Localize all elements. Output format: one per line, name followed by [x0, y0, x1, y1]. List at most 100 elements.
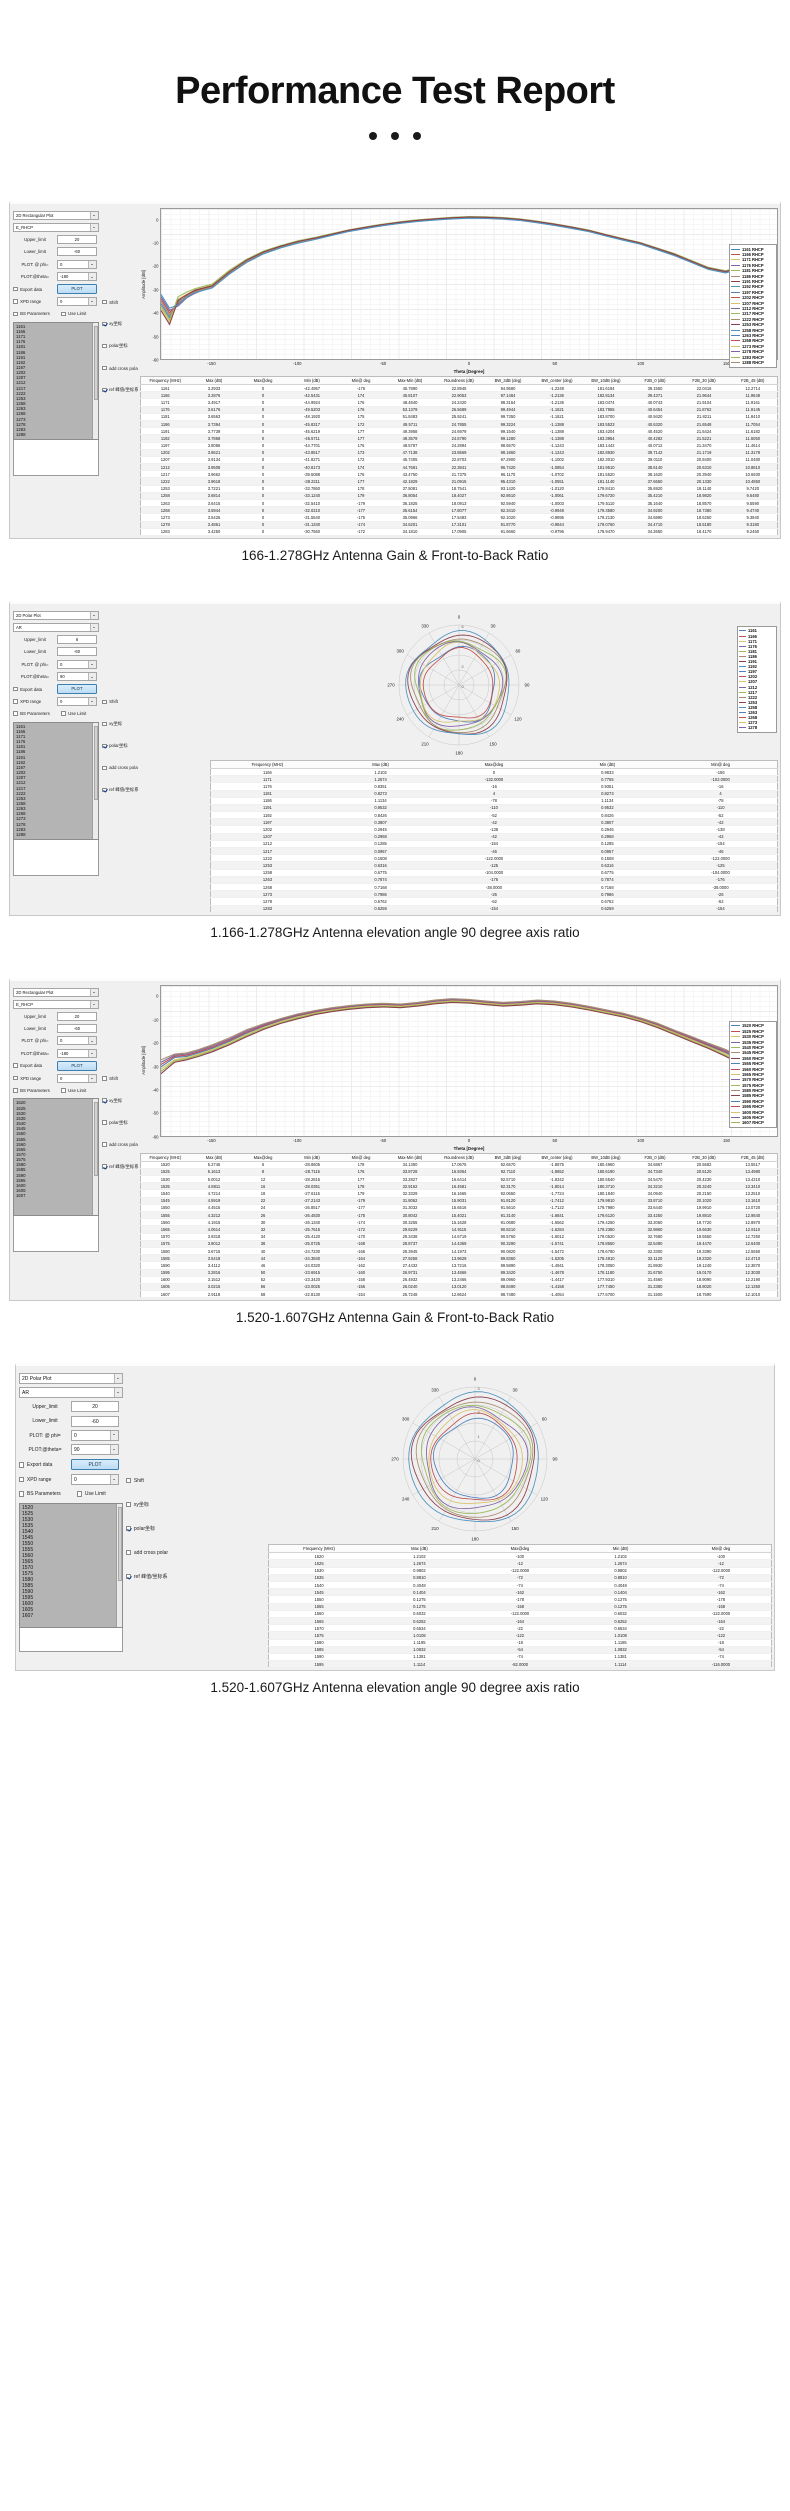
list-item[interactable]: 1288	[16, 432, 98, 438]
table-row[interactable]: 1540 0.4048 -74 0.4048 -74	[268, 1581, 772, 1590]
list-item[interactable]: 1550	[16, 1131, 98, 1137]
frequency-listbox-4[interactable]: 1520 1525 1530 1535 1540 1545 1550 1555 …	[19, 1502, 123, 1628]
shift-checkbox[interactable]: Shift	[102, 1073, 138, 1085]
table-row[interactable]: 1176 0.9351 -16 0.9351 -16	[210, 782, 778, 791]
list-item[interactable]: 1263	[16, 406, 98, 412]
table-row[interactable]: 1263 3.6415 0 -32.5410 -179 36.1825 18.0913 92.…	[140, 499, 778, 508]
list-item[interactable]: 1253	[16, 795, 98, 802]
list-item[interactable]: 1605	[22, 1606, 122, 1613]
list-item[interactable]: 1607	[16, 1193, 98, 1199]
list-item[interactable]: 1186	[16, 349, 98, 355]
frequency-list-2[interactable]: 1161 1166 1171 1176 1181 1186 1191 1192 …	[14, 723, 98, 838]
export-data-checkbox[interactable]: Export data	[13, 687, 57, 692]
phi-dropdown[interactable]: 0	[71, 1430, 119, 1442]
plot-canvas-3[interactable]	[160, 984, 778, 1137]
lower-limit-input[interactable]: -60	[57, 247, 97, 257]
table-row[interactable]: 1217 0.0957 -46 0.0957 -46	[210, 847, 778, 856]
list-item[interactable]: 1595	[16, 1177, 98, 1183]
plot-canvas-1[interactable]	[160, 208, 778, 360]
xpd-dropdown[interactable]: 0	[57, 296, 97, 306]
plot-button[interactable]: PLOT	[57, 684, 97, 694]
lower-limit-input[interactable]: -60	[71, 1415, 119, 1427]
checkbox-icon[interactable]	[102, 1142, 107, 1147]
table-row[interactable]: 1181 3.6563 0 -48.1920 175 51.8483 25.9241 99.7…	[140, 413, 778, 421]
table-row[interactable]: 1176 3.6176 0 -49.5203 176 53.1379 26.5689 99.4…	[140, 406, 778, 414]
checkbox-icon[interactable]	[102, 343, 107, 349]
use-limit-checkbox[interactable]: Use Limit	[77, 1491, 106, 1497]
list-item[interactable]: 1600	[22, 1600, 122, 1607]
chevron-down-icon[interactable]	[90, 623, 98, 631]
polar-coord-checkbox[interactable]: polar坐标	[102, 740, 138, 752]
bs-parameters-checkbox[interactable]: BS Parameters	[13, 311, 61, 316]
plot-button[interactable]: PLOT	[71, 1459, 119, 1471]
table-row[interactable]: 1171 1.2674 -132.0000 0.7755 -102.0000	[210, 775, 778, 784]
list-item[interactable]: 1590	[16, 1172, 98, 1178]
list-item[interactable]: 1278	[16, 421, 98, 427]
plot-button[interactable]: PLOT	[57, 1061, 97, 1071]
cross-polar-checkbox[interactable]: add cross polar	[102, 362, 138, 374]
table-row[interactable]: 1590 3.4112 46 -24.0320 -162 27.4432 13.7216 89…	[140, 1261, 778, 1270]
scrollbar-thumb[interactable]	[93, 1102, 98, 1177]
chevron-down-icon[interactable]	[88, 273, 96, 281]
plot-type-dropdown-2[interactable]: 2D Polar Plot	[13, 610, 99, 620]
phi-dropdown[interactable]: 0	[57, 659, 97, 669]
table-row[interactable]: 1575 3.8012 38 -25.0725 -168 28.8737 14.4369 90…	[140, 1240, 778, 1248]
frequency-listbox-2[interactable]: 1161 1166 1171 1176 1181 1186 1191 1192 …	[13, 721, 99, 840]
chevron-down-icon[interactable]	[88, 297, 96, 305]
ref-peak-checkbox[interactable]: ref 峰值/坐标系	[102, 784, 138, 796]
checkbox-icon[interactable]	[126, 1574, 132, 1580]
table-row[interactable]: 1192 3.7868 0 -45.5711 177 49.3579 24.6790 99.1…	[140, 434, 778, 443]
results-table-2[interactable]: Frequency (MHz) Max (dB) Max@deg Min (dB) Mi…	[210, 759, 778, 913]
table-row[interactable]: 1207 0.2968 -42 0.2968 -42	[210, 833, 778, 841]
checkbox-icon[interactable]	[102, 1098, 107, 1103]
polar-coord-checkbox[interactable]: polar坐标	[102, 1117, 138, 1129]
checkbox-icon[interactable]	[13, 686, 18, 692]
listbox-scrollbar[interactable]	[92, 322, 98, 439]
list-item[interactable]: 1565	[22, 1558, 122, 1565]
list-item[interactable]: 1535	[16, 1115, 98, 1122]
list-item[interactable]: 1565	[16, 1146, 98, 1152]
list-item[interactable]: 1545	[22, 1534, 122, 1541]
phi-dropdown[interactable]: 0	[57, 1036, 97, 1046]
chevron-down-icon[interactable]	[110, 1431, 118, 1441]
chevron-down-icon[interactable]	[114, 1388, 122, 1398]
checkbox-icon[interactable]	[102, 765, 107, 771]
list-item[interactable]: 1192	[16, 359, 98, 365]
checkbox-icon[interactable]	[13, 311, 18, 317]
table-row[interactable]: 1181 0.8273 4 0.8273 4	[210, 790, 778, 798]
table-row[interactable]: 1585 3.5418 44 -24.3840 -164 27.9258 13.9629 89…	[140, 1254, 778, 1263]
list-item[interactable]: 1186	[16, 749, 98, 755]
table-row[interactable]: 1278 0.6762 -62 0.6762 -62	[210, 897, 778, 906]
frequency-list-1[interactable]: 1161 1166 1171 1176 1181 1186 1191 1192 …	[14, 323, 98, 438]
table-row[interactable]: 1222 3.9618 0 -38.2211 177 42.1829 21.0915 95.4…	[140, 477, 778, 486]
checkbox-icon[interactable]	[126, 1526, 132, 1532]
xpd-dropdown[interactable]: 0	[57, 696, 97, 706]
table-row[interactable]: 1580 1.1185 -18 1.1185 -18	[268, 1639, 772, 1647]
list-item[interactable]: 1520	[22, 1504, 122, 1511]
list-item[interactable]: 1192	[16, 759, 98, 765]
upper-limit-input[interactable]: 20	[71, 1401, 119, 1413]
checkbox-icon[interactable]	[13, 1088, 18, 1093]
table-row[interactable]: 1580 3.6715 40 -24.7230 -166 28.3945 14.1973 90…	[140, 1247, 778, 1256]
list-item[interactable]: 1540	[16, 1121, 98, 1127]
list-item[interactable]: 1197	[16, 364, 98, 371]
table-row[interactable]: 1520 5.2745 6 -28.8605 178 34.1350 17.0675 92.6…	[140, 1161, 778, 1169]
cross-polar-checkbox[interactable]: add cross polar	[102, 1139, 138, 1151]
table-row[interactable]: 1520 1.2102 -100 1.2102 -100	[268, 1552, 772, 1561]
listbox-scrollbar[interactable]	[116, 1503, 122, 1627]
table-row[interactable]: 1283 0.6259 -154 0.6259 -154	[210, 905, 778, 913]
xy-coord-checkbox[interactable]: xy坐标	[126, 1498, 176, 1511]
table-row[interactable]: 1258 3.6814 0 -33.1240 179 36.8054 18.4027 92.8…	[140, 492, 778, 501]
table-row[interactable]: 1530 0.9802 -122.0000 0.9802 -122.0000	[268, 1567, 772, 1575]
polar-chart-4[interactable]: 0 30 60 90 120 150 180 210 240 270 300 330 3 2 1 0	[178, 1370, 772, 1542]
chevron-down-icon[interactable]	[88, 697, 96, 705]
checkbox-icon[interactable]	[19, 1462, 25, 1468]
checkbox-icon[interactable]	[61, 311, 66, 317]
component-dropdown-4[interactable]: AR	[19, 1387, 123, 1399]
polar-coord-checkbox[interactable]: polar坐标	[102, 340, 138, 352]
list-item[interactable]: 1607	[22, 1612, 122, 1619]
export-data-checkbox[interactable]: Export data	[13, 1063, 57, 1068]
table-row[interactable]: 1555 0.1275 -158 0.1275 -158	[268, 1603, 772, 1611]
export-data-checkbox[interactable]: Export data	[19, 1462, 71, 1468]
bs-parameters-checkbox[interactable]: BS Parameters	[13, 1088, 61, 1093]
